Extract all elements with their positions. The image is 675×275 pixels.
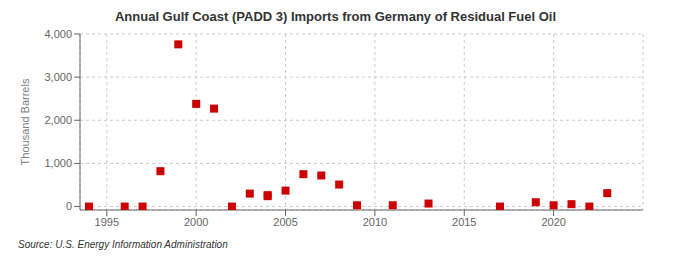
svg-text:1,000: 1,000 — [44, 157, 72, 169]
svg-text:Thousand Barrels: Thousand Barrels — [19, 78, 31, 165]
html-text:Source: U.S. Energy Informatio: Source: U.S. Energy Information Administ… — [18, 239, 228, 250]
svg-text:2005: 2005 — [273, 216, 297, 228]
svg-text:2010: 2010 — [363, 216, 387, 228]
svg-text:4,000: 4,000 — [44, 28, 72, 40]
svg-text:3,000: 3,000 — [44, 71, 72, 83]
svg-text:0: 0 — [66, 200, 72, 212]
html-text:Annual Gulf Coast (PADD 3) Imp: Annual Gulf Coast (PADD 3) Imports from … — [115, 9, 556, 24]
svg-text:2000: 2000 — [184, 216, 208, 228]
svg-text:1995: 1995 — [95, 216, 119, 228]
svg-text:2020: 2020 — [541, 216, 565, 228]
svg-text:2,000: 2,000 — [44, 114, 72, 126]
svg-text:2015: 2015 — [452, 216, 476, 228]
